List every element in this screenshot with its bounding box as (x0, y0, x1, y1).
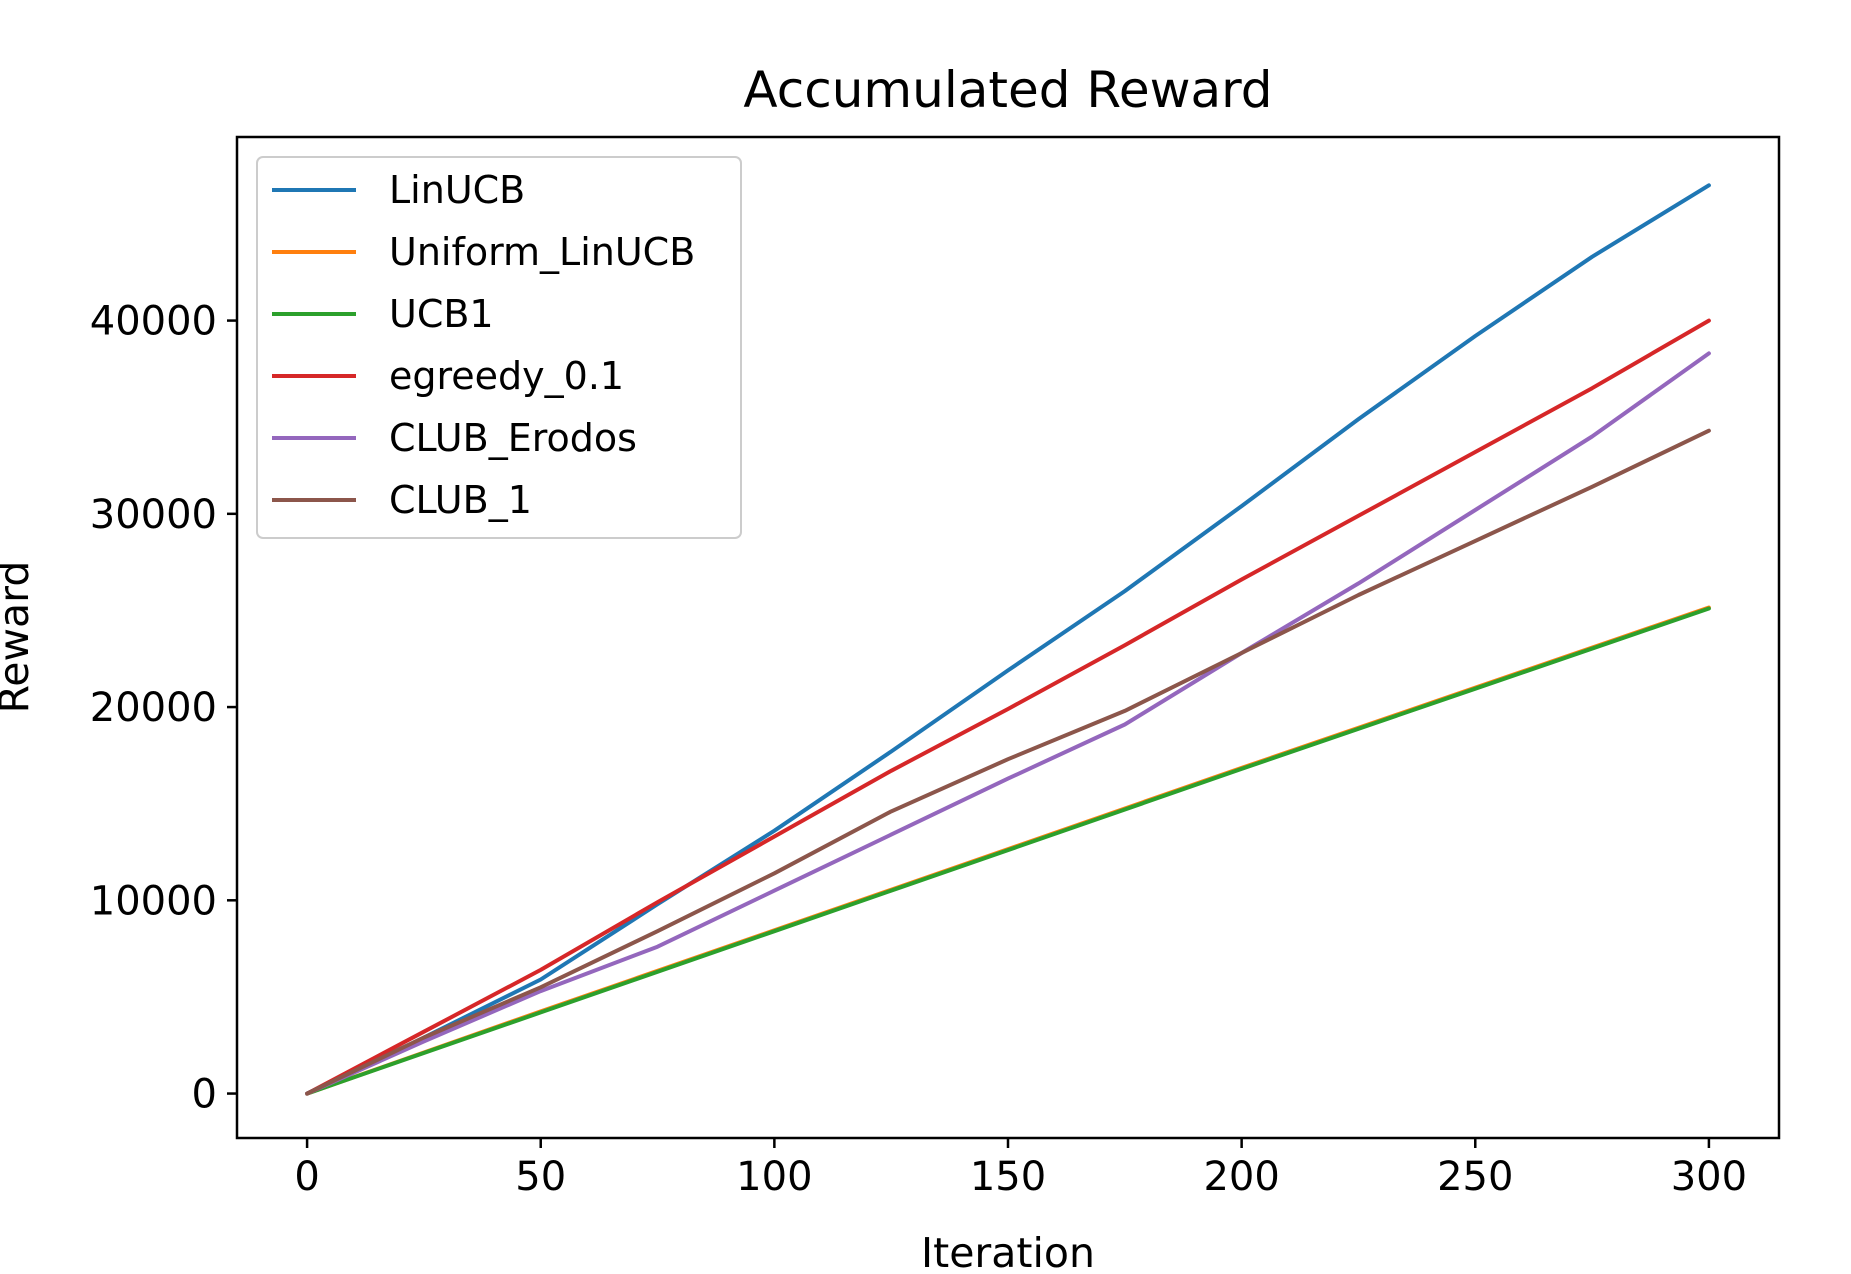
y-tick-label: 10000 (90, 878, 217, 924)
y-axis-title: Reward (0, 561, 38, 714)
y-tick-label: 30000 (90, 492, 217, 538)
x-tick-label: 200 (1203, 1154, 1279, 1200)
chart-title: Accumulated Reward (743, 61, 1272, 119)
series-line-club-1 (305, 428, 1711, 1096)
x-tick-label: 250 (1437, 1154, 1513, 1200)
legend: LinUCB Uniform_LinUCB UCB1 egreedy_0.1 CLUB_… (256, 156, 742, 539)
series-layer (305, 183, 1711, 1096)
x-tick-label: 50 (515, 1154, 566, 1200)
x-tick-label: 0 (294, 1154, 319, 1200)
x-tick-label: 150 (970, 1154, 1046, 1200)
legend-label-club-1: CLUB_1 (389, 478, 532, 522)
legend-label-linucb: LinUCB (389, 168, 525, 212)
y-tick-label: 0 (192, 1072, 217, 1118)
legend-label-egreedy-0-1: egreedy_0.1 (389, 354, 624, 398)
y-tick-label: 40000 (90, 299, 217, 345)
legend-box (256, 156, 742, 539)
legend-label-club-erodos: CLUB_Erodos (389, 416, 637, 460)
series-line-egreedy-0-1 (305, 318, 1711, 1096)
legend-label-ucb1: UCB1 (389, 292, 494, 336)
x-tick-label: 300 (1671, 1154, 1747, 1200)
x-axis-title: Iteration (921, 1229, 1095, 1274)
series-line-linucb (305, 183, 1711, 1096)
series-line-club-erodos (305, 351, 1711, 1096)
x-axis: 0 50 100 150 200 250 300 (294, 1138, 1747, 1200)
series-line-ucb1 (305, 606, 1711, 1096)
y-tick-label: 20000 (90, 685, 217, 731)
x-tick-label: 100 (736, 1154, 812, 1200)
y-axis: 0 10000 20000 30000 40000 (90, 299, 237, 1118)
legend-label-uniform-linucb: Uniform_LinUCB (389, 230, 695, 274)
